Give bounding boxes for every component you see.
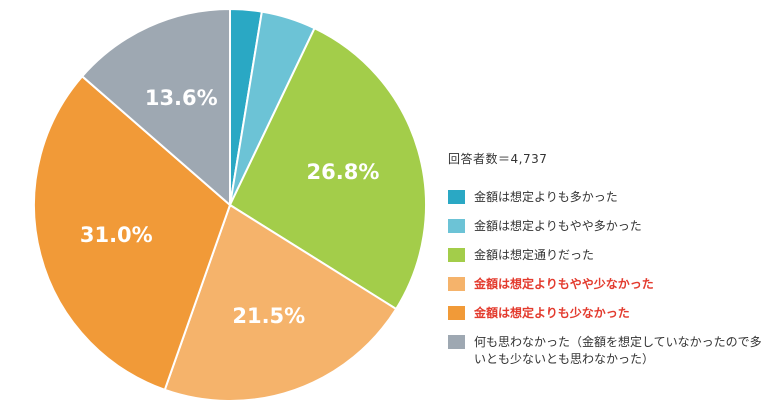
legend-items: 金額は想定よりも多かった金額は想定よりもやや多かった 金額は想定通りだった金額は想… bbox=[448, 189, 773, 368]
pie-slice-2 bbox=[228, 26, 427, 311]
legend-label-2: 金額は想定通りだった bbox=[474, 248, 595, 262]
pie-chart: 26.8% 21.5% 31.0% 13.6% bbox=[33, 7, 427, 402]
legend-item-2: 金額は想定通りだった bbox=[448, 247, 773, 264]
slice-value-label-3: 21.5% bbox=[232, 304, 305, 328]
legend: 回答者数＝4,737 金額は想定よりも多かった金額は想定よりもやや多かった 金額は… bbox=[448, 150, 773, 368]
legend-swatch-4 bbox=[448, 306, 465, 320]
legend-item-5: 何も思わなかった（金額を想定していなかったので多いとも少ないとも思わなかった） bbox=[448, 334, 773, 368]
legend-label-4: 金額は想定よりも少なかった bbox=[474, 306, 630, 320]
legend-label-5: 何も思わなかった（金額を想定していなかったので多いとも少ないとも思わなかった） bbox=[474, 335, 762, 366]
legend-label-1: 金額は想定よりもやや多かった bbox=[474, 219, 642, 233]
legend-swatch-1 bbox=[448, 219, 465, 233]
slice-value-label-2: 26.8% bbox=[307, 160, 380, 184]
legend-swatch-2 bbox=[448, 248, 465, 262]
legend-item-1: 金額は想定よりもやや多かった bbox=[448, 218, 773, 235]
legend-item-0: 金額は想定よりも多かった bbox=[448, 189, 773, 206]
slice-value-label-4: 31.0% bbox=[80, 223, 153, 247]
legend-label-3: 金額は想定よりもやや少なかった bbox=[474, 277, 654, 291]
pie-slice-5 bbox=[80, 7, 231, 208]
legend-item-4: 金額は想定よりも少なかった bbox=[448, 305, 773, 322]
respondent-count: 回答者数＝4,737 bbox=[448, 152, 548, 166]
slice-value-label-5: 13.6% bbox=[145, 86, 218, 110]
pie-slice-3 bbox=[163, 203, 398, 402]
legend-swatch-5 bbox=[448, 335, 465, 349]
legend-item-3: 金額は想定よりもやや少なかった bbox=[448, 276, 773, 293]
legend-swatch-0 bbox=[448, 190, 465, 204]
legend-swatch-3 bbox=[448, 277, 465, 291]
legend-label-0: 金額は想定よりも多かった bbox=[474, 190, 618, 204]
pie-slice-4 bbox=[33, 74, 232, 392]
